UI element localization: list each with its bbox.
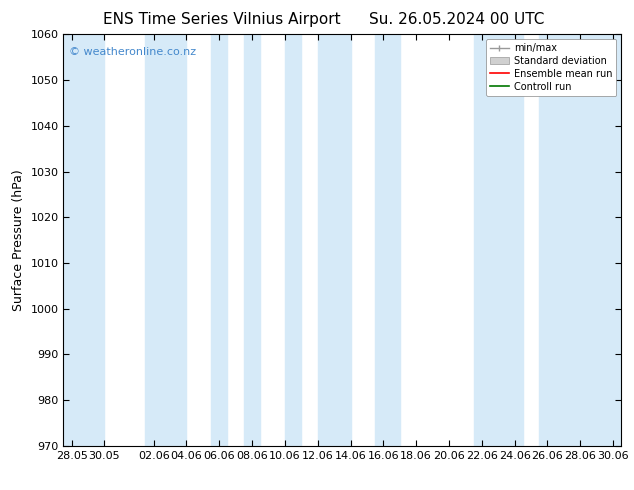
Text: © weatheronline.co.nz: © weatheronline.co.nz [69,47,196,57]
Bar [244,34,261,446]
Bar [211,34,228,446]
Bar [285,34,301,446]
Bar [474,34,523,446]
Bar [375,34,400,446]
Text: ENS Time Series Vilnius Airport: ENS Time Series Vilnius Airport [103,12,340,27]
Bar [540,34,621,446]
Bar [318,34,351,446]
Text: Su. 26.05.2024 00 UTC: Su. 26.05.2024 00 UTC [369,12,544,27]
Legend: min/max, Standard deviation, Ensemble mean run, Controll run: min/max, Standard deviation, Ensemble me… [486,39,616,96]
Bar [145,34,186,446]
Bar [63,34,105,446]
Y-axis label: Surface Pressure (hPa): Surface Pressure (hPa) [12,169,25,311]
